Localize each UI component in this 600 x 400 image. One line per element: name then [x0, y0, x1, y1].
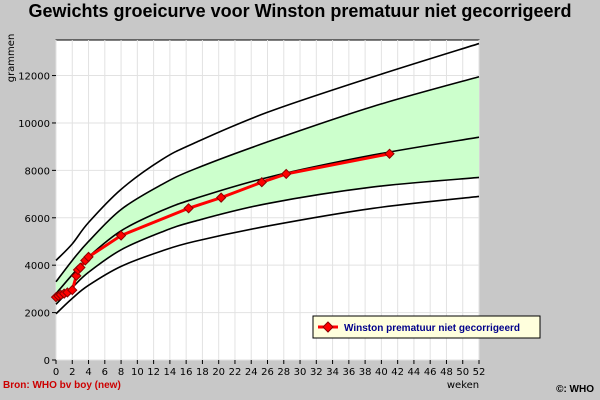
data-point: [115, 230, 127, 241]
x-tick-label: 2: [69, 367, 75, 378]
y-tick-label: 8000: [25, 166, 50, 177]
x-tick-label: 26: [261, 367, 274, 378]
x-tick-label: 22: [229, 367, 242, 378]
chart-title: Gewichts groeicurve voor Winston prematu…: [29, 1, 572, 21]
reference-curve-4: [55, 75, 480, 283]
y-tick-label: 2000: [25, 309, 50, 320]
data-point: [183, 203, 194, 214]
x-tick-label: 24: [245, 367, 258, 378]
x-tick-label: 40: [375, 367, 388, 378]
x-tick-label: 32: [310, 367, 323, 378]
data-point: [75, 262, 86, 273]
patient-series: [50, 148, 395, 303]
y-axis: 0 2000 4000 6000 8000 10000 12000: [18, 72, 56, 367]
x-tick-label: 52: [473, 367, 486, 378]
percentile-band: [56, 76, 479, 305]
y-tick-label: 10000: [18, 119, 50, 130]
x-tick-label: 10: [131, 367, 144, 378]
y-tick-label: 12000: [18, 72, 50, 83]
x-tick-label: 50: [456, 367, 469, 378]
data-point: [67, 284, 78, 296]
reference-curve-1: [55, 195, 480, 315]
data-point: [281, 168, 292, 180]
x-axis: 0 2 4 6 8 10 12 14 16 18 20 22 24 26 28 30 32 34 36 38 40 42 4…: [53, 360, 486, 378]
x-tick-label: 12: [147, 367, 160, 378]
x-tick-label: 8: [118, 367, 124, 378]
x-tick-label: 0: [53, 367, 59, 378]
x-tick-label: 36: [342, 367, 355, 378]
legend-label: Winston prematuur niet gecorrigeerd: [344, 323, 520, 334]
x-tick-label: 46: [424, 367, 437, 378]
percentile-band-area: [56, 76, 479, 305]
y-axis-label: grammen: [6, 34, 17, 83]
reference-curve-2: [55, 176, 480, 305]
x-tick-label: 28: [277, 367, 290, 378]
source-note: Bron: WHO bv boy (new): [3, 380, 121, 391]
x-tick-label: 44: [408, 367, 421, 378]
legend: Winston prematuur niet gecorrigeerd: [312, 315, 541, 339]
x-tick-label: 34: [326, 367, 339, 378]
x-tick-label: 38: [359, 367, 372, 378]
legend-marker: [322, 321, 334, 333]
y-tick-label: 6000: [25, 214, 50, 225]
x-tick-label: 6: [102, 367, 108, 378]
x-tick-label: 42: [391, 367, 404, 378]
x-tick-label: 14: [164, 367, 177, 378]
y-tick-label: 0: [44, 356, 50, 367]
x-tick-label: 16: [180, 367, 193, 378]
x-tick-label: 18: [196, 367, 209, 378]
reference-curve-5: [55, 42, 480, 262]
data-point: [83, 251, 94, 263]
y-tick-label: 4000: [25, 261, 50, 272]
x-tick-label: 30: [294, 367, 307, 378]
copyright-note: ©: WHO: [556, 384, 594, 395]
x-axis-label: weken: [447, 380, 479, 391]
data-point: [384, 148, 395, 159]
data-point: [215, 192, 227, 203]
x-tick-label: 20: [212, 367, 225, 378]
x-tick-label: 4: [85, 367, 91, 378]
data-point: [256, 177, 268, 188]
x-tick-label: 48: [440, 367, 453, 378]
legend-box: [312, 315, 541, 339]
